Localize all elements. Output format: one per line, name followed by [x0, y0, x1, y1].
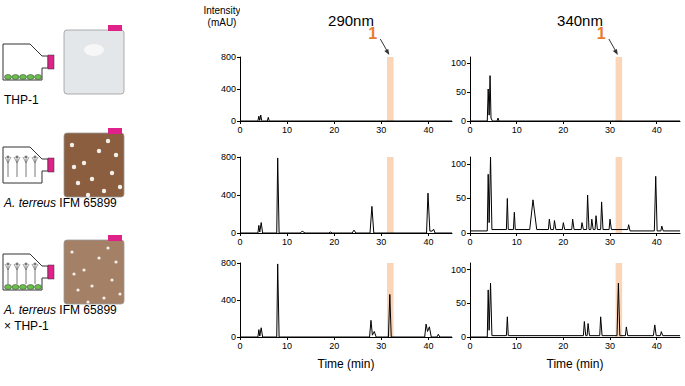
svg-text:340nm: 340nm: [557, 12, 603, 29]
svg-text:0: 0: [231, 228, 236, 238]
svg-text:0: 0: [231, 332, 236, 342]
svg-text:0: 0: [461, 116, 466, 126]
svg-text:50: 50: [456, 193, 466, 203]
svg-text:30: 30: [376, 341, 386, 351]
svg-text:290nm: 290nm: [328, 12, 374, 29]
svg-text:30: 30: [605, 237, 615, 247]
svg-text:50: 50: [456, 87, 466, 97]
svg-text:800: 800: [221, 52, 236, 62]
svg-text:800: 800: [221, 152, 236, 162]
svg-text:10: 10: [512, 341, 522, 351]
svg-text:40: 40: [423, 341, 433, 351]
svg-text:400: 400: [221, 84, 236, 94]
svg-text:1: 1: [368, 24, 378, 42]
svg-text:0: 0: [461, 332, 466, 342]
svg-text:A. terreus IFM 65899: A. terreus IFM 65899: [3, 196, 117, 210]
svg-text:10: 10: [282, 125, 292, 135]
svg-text:10: 10: [282, 341, 292, 351]
svg-text:× THP-1: × THP-1: [4, 319, 49, 333]
svg-text:0: 0: [467, 237, 472, 247]
svg-text:400: 400: [221, 190, 236, 200]
svg-text:40: 40: [652, 237, 662, 247]
svg-text:0: 0: [237, 237, 242, 247]
svg-text:40: 40: [652, 125, 662, 135]
svg-text:10: 10: [512, 125, 522, 135]
svg-text:0: 0: [467, 125, 472, 135]
svg-text:40: 40: [652, 341, 662, 351]
svg-text:1: 1: [596, 24, 606, 42]
svg-text:0: 0: [237, 341, 242, 351]
svg-text:30: 30: [376, 125, 386, 135]
svg-text:100: 100: [451, 58, 466, 68]
svg-text:10: 10: [282, 237, 292, 247]
svg-text:Time (min): Time (min): [547, 357, 604, 371]
svg-text:10: 10: [512, 237, 522, 247]
svg-text:800: 800: [221, 258, 236, 268]
svg-text:20: 20: [329, 341, 339, 351]
svg-text:20: 20: [329, 125, 339, 135]
svg-text:40: 40: [423, 125, 433, 135]
svg-text:0: 0: [231, 116, 236, 126]
svg-text:Intensity: Intensity: [203, 5, 240, 16]
svg-text:100: 100: [451, 159, 466, 169]
svg-text:20: 20: [558, 341, 568, 351]
svg-text:0: 0: [467, 341, 472, 351]
svg-text:20: 20: [329, 237, 339, 247]
svg-text:20: 20: [558, 237, 568, 247]
svg-text:30: 30: [376, 237, 386, 247]
svg-text:THP-1: THP-1: [4, 93, 39, 107]
svg-text:50: 50: [456, 298, 466, 308]
svg-text:20: 20: [558, 125, 568, 135]
svg-text:30: 30: [605, 125, 615, 135]
svg-text:400: 400: [221, 295, 236, 305]
svg-text:0: 0: [461, 228, 466, 238]
svg-text:30: 30: [605, 341, 615, 351]
svg-text:(mAU): (mAU): [208, 17, 237, 28]
svg-text:0: 0: [237, 125, 242, 135]
svg-text:100: 100: [451, 265, 466, 275]
svg-text:40: 40: [423, 237, 433, 247]
svg-text:Time (min): Time (min): [318, 357, 375, 371]
svg-text:A. terreus IFM 65899: A. terreus IFM 65899: [3, 303, 117, 317]
